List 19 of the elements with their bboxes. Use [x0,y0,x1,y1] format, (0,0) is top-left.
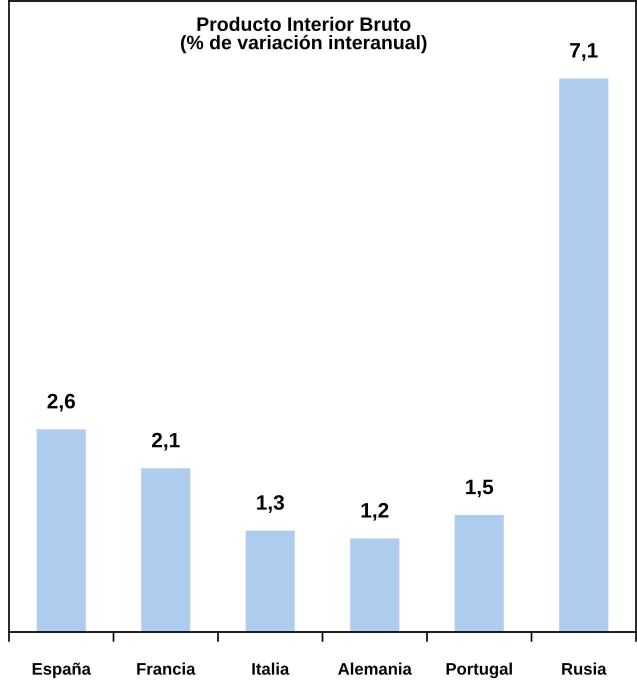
x-tick-label: Francia [137,662,196,675]
x-tick-label: Alemania [338,662,412,675]
x-tick-label: Portugal [446,662,512,678]
bar [36,429,86,632]
data-label: 1,5 [466,480,494,498]
bar [141,468,190,632]
x-tick-label: España [32,662,91,678]
data-label: 2,6 [47,394,75,412]
bar [246,530,295,632]
x-tick-label: Italia [252,662,290,675]
bar [559,78,608,632]
bar [454,515,504,632]
data-label: 1,2 [362,502,388,521]
chart-title: Producto Interior Bruto (% de variación interanual) [180,16,426,54]
data-label: 2,1 [152,432,180,451]
x-tick-label: Rusia [562,662,607,675]
bar [350,538,400,632]
data-label: 7,1 [570,43,598,61]
data-label: 1,3 [257,495,284,513]
